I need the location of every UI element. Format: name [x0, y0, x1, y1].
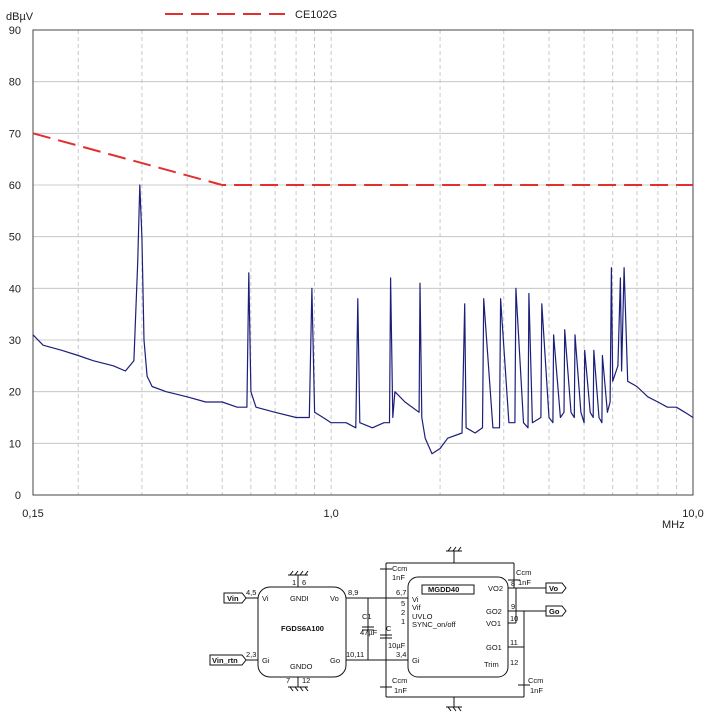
ccm-bottom-right-name: Ccm [528, 676, 543, 685]
x-axis-label: MHz [662, 519, 685, 530]
left-pin-gndi: GNDI [290, 594, 309, 603]
ccm-bottom-left-value: 1nF [394, 686, 407, 695]
c-value: 10µF [388, 641, 406, 650]
right-pin-uvlo: UVLO [412, 612, 433, 621]
right-pinnum-vo2: 8 [511, 579, 515, 588]
c1-value: 47µF [360, 628, 378, 637]
right-pin-vif: Vif [412, 603, 422, 612]
x-tick-labels: 0,15 1,0 10,0 [22, 508, 703, 520]
y-tick-label: 90 [9, 25, 21, 37]
right-pinnum-vo1: 10 [510, 614, 518, 623]
measurement-line [32, 184, 694, 455]
right-module-name: MGDD40 [428, 585, 459, 594]
port-vin: Vin [227, 594, 239, 603]
ccm-top-right-name: Ccm [516, 568, 531, 577]
right-pinnum-vif: 5 [401, 599, 405, 608]
y-tick-label: 70 [9, 128, 21, 140]
left-pinnum-gndo-b: 12 [302, 676, 310, 685]
left-module-box [257, 586, 347, 678]
y-tick-label: 30 [9, 335, 21, 347]
emission-chart: 0 10 20 30 40 50 60 70 80 90 0,15 1,0 10,0 dBµV MHz… [6, 9, 704, 530]
ccm-bottom-right-value: 1nF [530, 686, 543, 695]
limit-line [32, 132, 693, 186]
left-pin-vi: Vi [262, 594, 269, 603]
y-axis-label: dBµV [6, 11, 34, 23]
port-vin-rtn: Vin_rtn [212, 656, 238, 665]
right-pin-go1: GO1 [486, 643, 502, 652]
left-pin-go: Go [330, 656, 340, 665]
left-pinnum-gndo-a: 7 [286, 676, 290, 685]
left-pinnum-go: 10,11 [346, 650, 364, 659]
right-pin-vi: Vi [412, 595, 419, 604]
c-name: C [386, 624, 392, 633]
schematic-wires [246, 550, 546, 708]
ccm-top-left-name: Ccm [392, 564, 407, 573]
left-pinnum-gndi-a: 1 [292, 578, 296, 587]
right-pinnum-go1: 11 [510, 638, 518, 647]
x-tick-label: 1,0 [323, 508, 338, 520]
right-module-name-box [421, 584, 475, 595]
y-tick-label: 20 [9, 387, 21, 399]
chart-grid [33, 29, 693, 496]
right-pin-gi: Gi [412, 656, 420, 665]
right-pinnum-trim: 12 [510, 658, 518, 667]
legend-label: CE102G [295, 9, 337, 21]
left-module-name: FGDS6A100 [281, 624, 324, 633]
right-pin-sync: SYNC_on/off [412, 620, 457, 629]
series-layer [32, 132, 694, 455]
ccm-top-left-value: 1nF [392, 573, 405, 582]
y-tick-label: 80 [9, 77, 21, 89]
y-tick-label: 50 [9, 232, 21, 244]
left-pinnum-vo: 8,9 [348, 588, 358, 597]
left-pin-gndo: GNDO [290, 662, 313, 671]
left-pin-gi: Gi [262, 656, 270, 665]
c1-name: C1 [362, 612, 372, 621]
right-pin-vo2: VO2 [488, 584, 503, 593]
y-tick-labels: 0 10 20 30 40 50 60 70 80 90 [9, 25, 21, 502]
right-pinnum-gi: 3,4 [396, 650, 406, 659]
ports [209, 582, 567, 666]
left-pinnum-gi: 2,3 [246, 650, 256, 659]
left-pin-vo: Vo [330, 594, 339, 603]
y-tick-label: 60 [9, 180, 21, 192]
right-pinnum-vi: 6,7 [396, 588, 406, 597]
y-tick-label: 10 [9, 438, 21, 450]
left-pinnum-vi: 4,5 [246, 588, 256, 597]
y-tick-label: 0 [15, 490, 21, 502]
right-pin-trim: Trim [484, 660, 499, 669]
right-pinnum-go2: 9 [511, 602, 515, 611]
right-module-box [407, 576, 509, 678]
port-go: Go [549, 607, 560, 616]
plot-frame [32, 29, 694, 496]
right-pinnum-uvlo: 2 [401, 608, 405, 617]
left-pinnum-gndi-b: 6 [302, 578, 306, 587]
x-tick-label: 0,15 [22, 508, 43, 520]
ground-symbols [289, 546, 462, 712]
ccm-bottom-left-name: Ccm [392, 676, 407, 685]
right-pin-vo1: VO1 [486, 619, 501, 628]
port-vo: Vo [549, 584, 558, 593]
right-pinnum-sync: 1 [401, 617, 405, 626]
ccm-top-right-value: 1nF [518, 578, 531, 587]
y-tick-label: 40 [9, 283, 21, 295]
right-pin-go2: GO2 [486, 607, 502, 616]
wiring-schematic: Vin Vin_rtn Vo Go FGDS6A100 Vi GNDI Vo G… [209, 546, 567, 712]
x-tick-label: 10,0 [682, 508, 703, 520]
